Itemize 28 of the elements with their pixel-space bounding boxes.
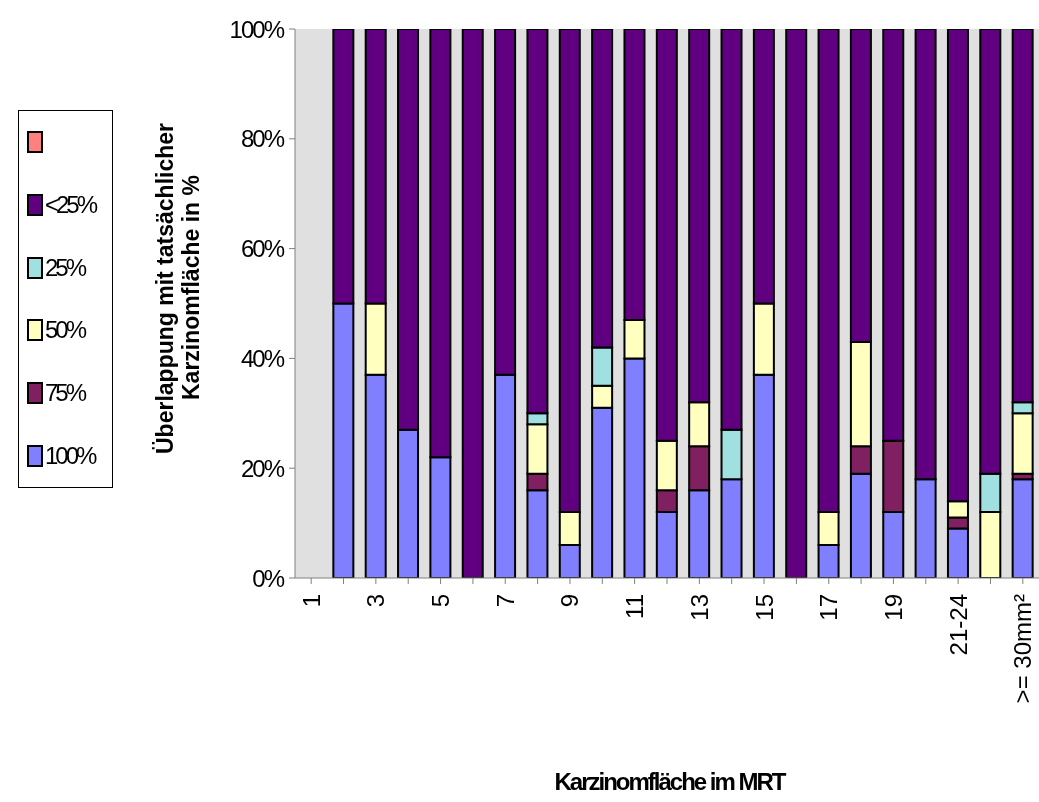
- bar: [1011, 478, 1034, 578]
- x-tick-label: 13: [685, 594, 713, 621]
- y-tick-label: 40%: [240, 344, 285, 372]
- x-axis-title: Karzinomfläche im MRT: [553, 768, 787, 796]
- x-tick-label: 11: [621, 594, 649, 619]
- y-tick-label: 20%: [240, 454, 285, 482]
- y-tick-label: 100%: [229, 15, 285, 43]
- legend-label: <25%: [45, 190, 96, 219]
- y-tick-label: 0%: [252, 564, 285, 592]
- y-axis-title: Überlappung mit tatsächlicher Karzinomfläche in %: [152, 121, 204, 456]
- legend-label: 100%: [45, 441, 95, 470]
- y-tick-label: 80%: [240, 125, 285, 153]
- legend-label: 25%: [45, 253, 85, 282]
- bar: [785, 29, 808, 578]
- x-tick-label: 1: [297, 594, 325, 608]
- x-tick-label: 3: [362, 594, 390, 608]
- legend-label: 75%: [45, 378, 85, 407]
- x-tick-label: 5: [427, 594, 455, 608]
- legend-label: 50%: [45, 316, 85, 345]
- bar: [461, 29, 484, 578]
- x-tick-label: 9: [556, 594, 584, 608]
- y-tick-label: 60%: [240, 235, 285, 263]
- x-tick-label: >= 30mm²: [1009, 594, 1037, 704]
- x-tick-label: 15: [750, 594, 778, 621]
- x-tick-label: 7: [491, 594, 519, 608]
- x-tick-label: 17: [815, 594, 843, 621]
- x-tick-label: 19: [879, 594, 907, 621]
- x-tick-label: 21-24: [944, 594, 972, 656]
